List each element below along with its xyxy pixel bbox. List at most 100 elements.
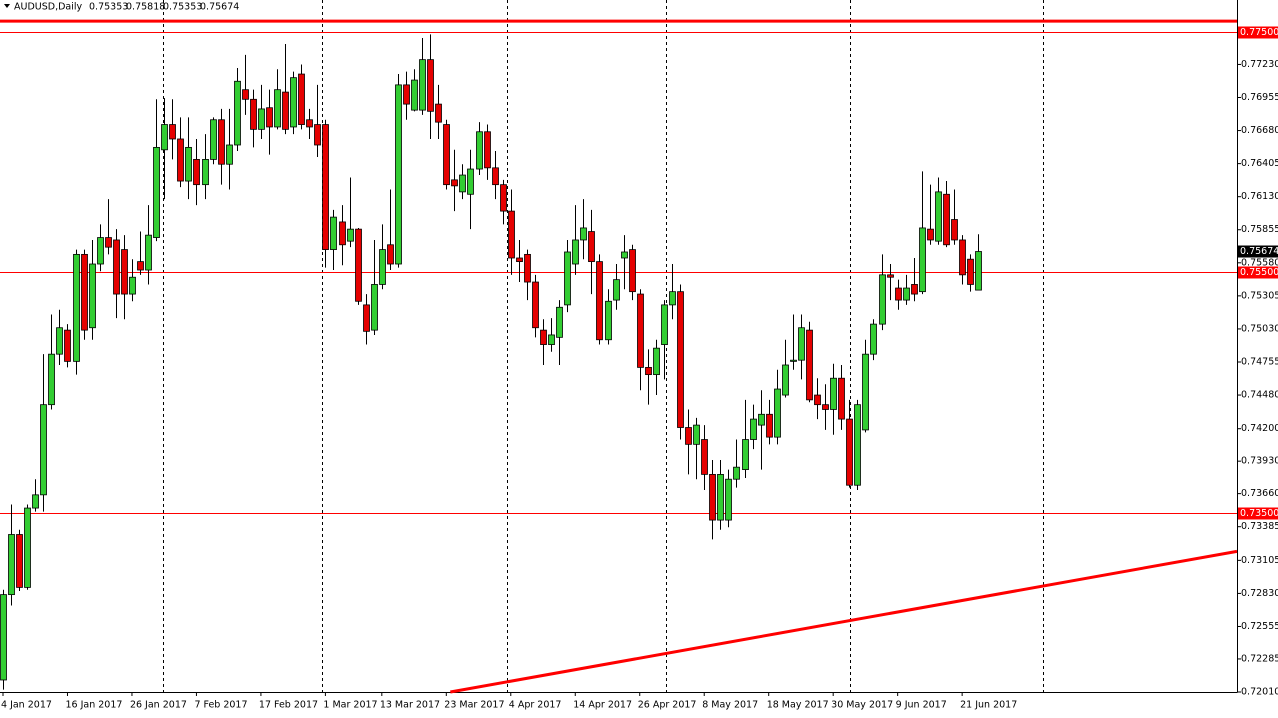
candle-body (766, 413, 773, 438)
candle-body (202, 159, 209, 186)
candle-body (467, 168, 474, 195)
y-tick-label: 0.75030 (1241, 323, 1278, 334)
header-low: 0.75353 (163, 2, 202, 13)
x-tick-label: 14 Apr 2017 (573, 700, 632, 711)
candle-body (774, 388, 781, 438)
candle-body (451, 179, 458, 187)
candle-body (64, 329, 71, 362)
candle-body (677, 291, 684, 428)
candle-body (806, 329, 813, 401)
y-tick-label: 0.75855 (1241, 224, 1278, 235)
y-tick-label: 0.72555 (1241, 621, 1278, 632)
candle-body (8, 534, 15, 596)
candle-body (435, 103, 442, 123)
candle-body (661, 304, 668, 345)
candle-body (903, 287, 910, 301)
candle-body (717, 473, 724, 521)
candle-body (153, 146, 160, 238)
candle-body (282, 91, 289, 130)
candle-body (210, 119, 217, 160)
candle-body (572, 239, 579, 265)
candle-body (322, 124, 329, 250)
y-tick-label: 0.73105 (1241, 555, 1278, 566)
candles (0, 34, 982, 690)
level-tag (1238, 26, 1278, 39)
candle-body (798, 327, 805, 361)
candle-body (669, 291, 676, 306)
candle-body (484, 131, 491, 169)
candle-body (113, 239, 120, 295)
candle-body (40, 404, 47, 496)
candle-body (838, 377, 845, 420)
level-tag (1238, 507, 1278, 520)
y-tick-label: 0.72010 (1241, 687, 1278, 698)
candle-body (516, 257, 523, 263)
candle-body (556, 306, 563, 338)
x-tick-label: 1 Mar 2017 (323, 700, 377, 711)
level-label: 0.73500 (1240, 508, 1278, 519)
candle-body (613, 279, 620, 301)
candle-body (508, 210, 515, 259)
y-tick-label: 0.73660 (1241, 488, 1278, 499)
candle-body (81, 253, 88, 331)
candle-body (725, 478, 732, 521)
candle-body (137, 261, 144, 271)
y-tick-label: 0.76680 (1241, 125, 1278, 136)
candle-body (290, 77, 297, 128)
candle-body (935, 191, 942, 242)
candle-body (629, 249, 636, 293)
candle-body (750, 418, 757, 440)
candle-body (443, 124, 450, 186)
candle-body (330, 216, 337, 250)
candle-body (169, 124, 176, 140)
x-tick-label: 13 Mar 2017 (380, 700, 440, 711)
candle-body (395, 84, 402, 265)
candle-body (32, 494, 39, 509)
x-tick-label: 4 Jan 2017 (1, 700, 52, 711)
candle-body (943, 193, 950, 246)
candle-body (24, 507, 31, 588)
candle-body (645, 366, 652, 376)
candle-body (790, 359, 797, 362)
level-label: 0.75500 (1240, 267, 1278, 278)
trendline (450, 549, 1238, 694)
y-tick-label: 0.74480 (1241, 390, 1278, 401)
candle-body (314, 124, 321, 146)
x-tick-label: 9 Jun 2017 (896, 700, 947, 711)
candle-body (347, 228, 354, 242)
candle-body (387, 244, 394, 265)
candle-body (298, 73, 305, 125)
y-tick-label: 0.74755 (1241, 356, 1278, 367)
candle-body (274, 89, 281, 128)
candle-body (73, 253, 80, 362)
candle-body (193, 159, 200, 186)
y-tick-label: 0.74200 (1241, 423, 1278, 434)
candle-body (121, 249, 128, 295)
candle-body (266, 107, 273, 128)
candle-body (596, 261, 603, 341)
candle-body (403, 84, 410, 105)
candle-body (371, 284, 378, 331)
last-price-tag (1238, 245, 1278, 258)
candle-body (605, 300, 612, 341)
candle-body (218, 119, 225, 165)
candle-body (476, 131, 483, 170)
header-open: 0.75353 (89, 2, 128, 13)
candle-body (145, 234, 152, 271)
period-separators (163, 0, 1044, 692)
candle-body (379, 249, 386, 285)
candle-body (911, 284, 918, 295)
x-tick-label: 4 Apr 2017 (509, 700, 562, 711)
y-tick-label: 0.73385 (1241, 521, 1278, 532)
x-tick-label: 7 Feb 2017 (194, 700, 247, 711)
x-tick-label: 18 May 2017 (767, 700, 829, 711)
candle-body (548, 334, 555, 345)
candle-body (89, 263, 96, 329)
candle-body (975, 251, 982, 291)
y-tick-label: 0.76955 (1241, 92, 1278, 103)
x-tick-label: 8 May 2017 (702, 700, 758, 711)
x-tick-label: 23 Mar 2017 (444, 700, 504, 711)
candle-body (879, 274, 886, 325)
candle-body (363, 304, 370, 332)
candle-body (419, 59, 426, 111)
